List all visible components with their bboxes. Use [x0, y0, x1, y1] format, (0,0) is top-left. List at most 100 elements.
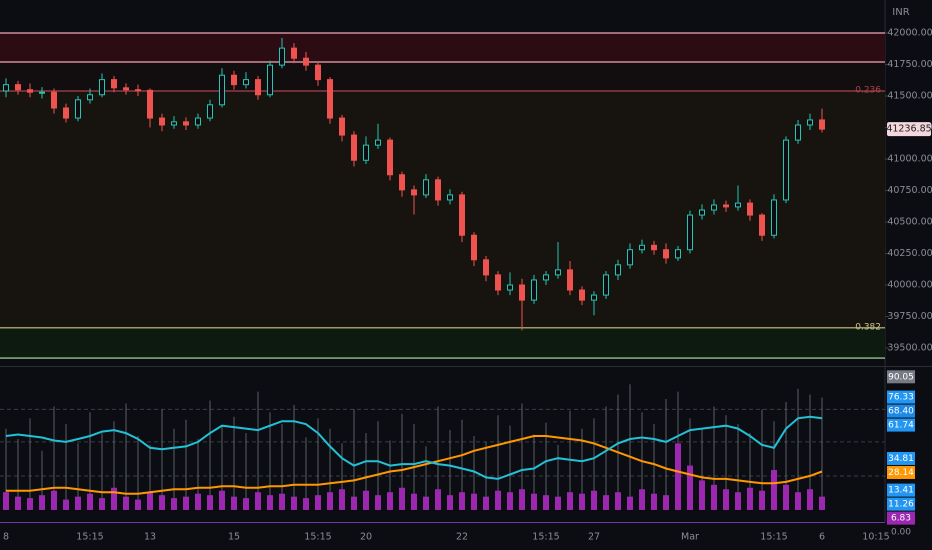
- indicator-label-box: [887, 497, 915, 511]
- indicator-bar: [51, 490, 57, 510]
- indicator-bar: [305, 437, 307, 510]
- indicator-bar: [435, 489, 441, 510]
- indicator-bar: [555, 496, 561, 510]
- candle-body: [651, 244, 657, 251]
- candle-body: [243, 79, 249, 86]
- indicator-bar: [161, 409, 163, 510]
- indicator-bar: [267, 495, 273, 510]
- indicator-bar: [327, 492, 333, 510]
- y-tick-label: 40500.00: [887, 216, 932, 227]
- indicator-label: 90.05: [888, 372, 914, 382]
- indicator-bar: [735, 492, 741, 510]
- candle-body: [3, 84, 9, 92]
- indicator-bar: [557, 444, 559, 510]
- candle-body: [291, 47, 297, 59]
- indicator-label-box: [887, 418, 915, 432]
- candle-body: [615, 264, 621, 276]
- indicator-bar: [473, 436, 475, 510]
- indicator-bar: [483, 496, 489, 510]
- candle-body: [819, 119, 825, 130]
- indicator-bar: [291, 496, 297, 510]
- indicator-label: 61.74: [888, 421, 914, 431]
- candle-body: [711, 204, 717, 211]
- candle-body: [195, 117, 201, 126]
- indicator-bar: [737, 424, 739, 510]
- indicator-bar: [329, 428, 331, 510]
- x-tick-label: 13: [144, 532, 156, 543]
- indicator-bar: [27, 498, 33, 510]
- indicator-bar: [687, 465, 693, 510]
- indicator-bar: [207, 495, 213, 510]
- candle-body: [39, 91, 45, 94]
- candle-body: [351, 134, 357, 161]
- candle-body: [567, 269, 573, 291]
- indicator-bar: [315, 495, 321, 510]
- candle-body: [771, 199, 777, 236]
- indicator-label-box: [887, 404, 915, 418]
- candle-body: [807, 119, 813, 126]
- indicator-bar: [147, 492, 153, 510]
- indicator-label-box: [887, 390, 915, 404]
- indicator-bar: [411, 493, 417, 510]
- indicator-bar: [87, 493, 93, 510]
- indicator-bar: [41, 450, 43, 510]
- indicator-bar: [689, 418, 691, 510]
- candle-body: [387, 139, 393, 176]
- indicator-label-box: [887, 451, 915, 465]
- indicator-bar: [353, 409, 355, 510]
- candle-body: [75, 99, 81, 119]
- indicator-bar: [821, 397, 823, 510]
- y-tick-label: 40750.00: [887, 185, 932, 196]
- candle-body: [219, 74, 225, 106]
- indicator-bar: [819, 496, 825, 510]
- indicator-bar: [65, 424, 67, 510]
- x-tick-label: 15:15: [532, 532, 559, 543]
- indicator-label: 76.33: [888, 393, 914, 403]
- level-zone: [0, 327, 885, 359]
- last-price-label: 41236.85: [886, 124, 931, 135]
- indicator-bar: [471, 493, 477, 510]
- indicator-bar: [53, 406, 55, 510]
- candle-body: [783, 139, 789, 201]
- indicator-bar: [209, 400, 211, 510]
- candle-body: [15, 84, 21, 91]
- y-tick-label: 41500.00: [887, 91, 932, 102]
- candle-body: [591, 294, 597, 301]
- indicator-label-box: [887, 370, 915, 384]
- candle-body: [123, 87, 129, 91]
- indicator-bar: [17, 438, 19, 510]
- indicator-label-box: [887, 511, 915, 525]
- indicator-bar: [773, 421, 775, 510]
- candle-body: [231, 74, 237, 86]
- x-tick-label: 15:15: [760, 532, 787, 543]
- indicator-bar: [113, 421, 115, 510]
- indicator-bar: [615, 492, 621, 510]
- indicator-bar: [509, 425, 511, 510]
- candle-body: [459, 194, 465, 236]
- indicator-bar: [233, 416, 235, 510]
- indicator-bar: [423, 496, 429, 510]
- indicator-bar: [519, 489, 525, 510]
- indicator-bar: [245, 433, 247, 510]
- indicator-bar: [363, 490, 369, 510]
- indicator-bar: [125, 403, 127, 510]
- currency: INR: [892, 7, 909, 18]
- candle-body: [27, 89, 33, 93]
- indicator-bar: [63, 499, 69, 510]
- indicator-label: 13.41: [888, 486, 914, 496]
- candle-body: [675, 249, 681, 259]
- indicator-bar: [531, 493, 537, 510]
- indicator-label: 11.26: [888, 500, 914, 510]
- indicator-bar: [281, 424, 283, 510]
- indicator-bar: [747, 487, 753, 510]
- indicator-bar: [137, 436, 139, 510]
- indicator-bar: [75, 496, 81, 510]
- x-tick-label: 6: [819, 532, 825, 543]
- x-tick-label: 8: [3, 532, 9, 543]
- candle-body: [759, 214, 765, 236]
- candle-body: [147, 89, 153, 119]
- indicator-bar: [521, 403, 523, 510]
- candle-body: [519, 284, 525, 301]
- candle-body: [435, 179, 441, 201]
